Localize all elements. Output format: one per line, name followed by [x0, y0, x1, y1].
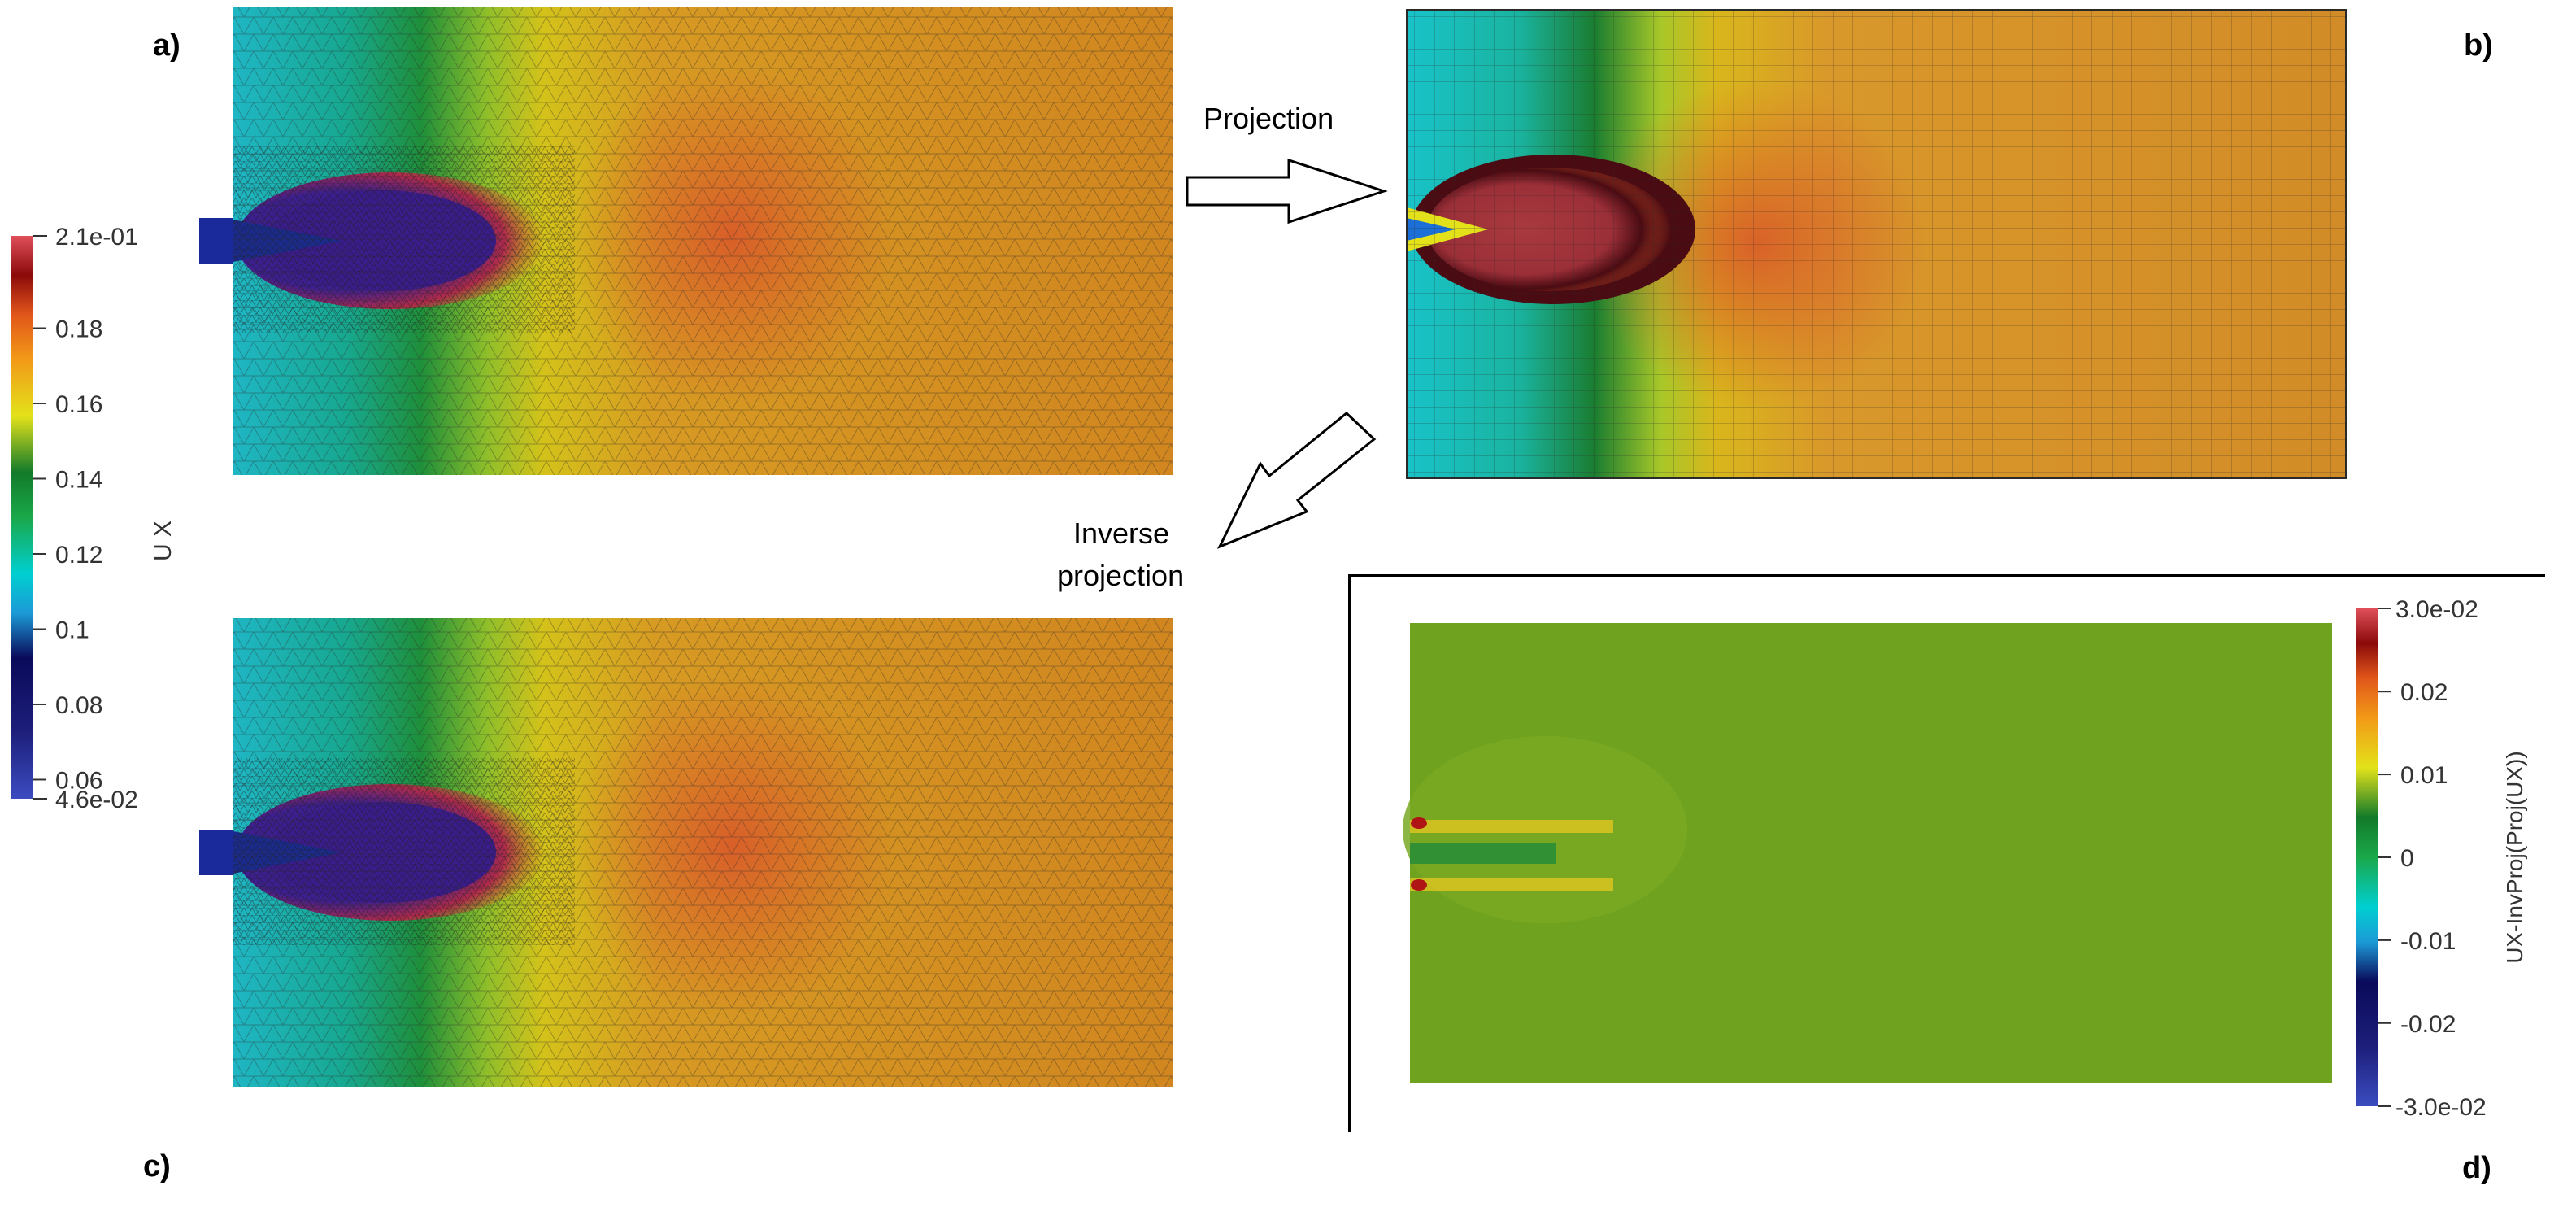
colorbar-diff-title: UX-InvProj(Proj(UX)) [2502, 751, 2527, 963]
colorbar-diff-tick-label: -0.02 [2400, 1011, 2456, 1038]
colorbar-ux-tick-label: 0.14 [55, 466, 102, 493]
inverse-projection-label-line1: Inverse [1073, 516, 1169, 550]
panel-d-band-upper [1410, 820, 1613, 833]
panel-d-band-lower [1410, 878, 1613, 891]
inverse-projection-arrow: Inverse projection [1057, 412, 1377, 592]
projection-arrow: Projection [1186, 102, 1388, 224]
panel-d-frame [1348, 574, 2545, 1132]
panel-b-label: b) [2464, 28, 2493, 63]
panel-c: c) [143, 618, 1173, 1183]
panel-d-band-mid [1410, 843, 1556, 864]
panel-a: a) [153, 7, 1173, 475]
panel-b-mesh [1407, 10, 2346, 478]
panel-d: d) [1348, 574, 2545, 1185]
colorbar-ux-max-label: 2.1e-01 [55, 224, 138, 251]
panel-c-label: c) [143, 1149, 171, 1183]
colorbar-ux-tick-label: 0.12 [55, 542, 102, 569]
colorbar-ux-tick-label: 0.08 [55, 692, 102, 719]
panel-b-border [1406, 9, 2347, 479]
colorbar-ux-ticks: 0.18 0.16 0.14 0.12 0.1 0.08 0.06 [33, 316, 102, 794]
inverse-projection-arrow-shape [1216, 412, 1377, 549]
projection-label: Projection [1203, 102, 1334, 135]
colorbar-ux-tick-label: 0.18 [55, 316, 102, 342]
colorbar-ux-tick-label: 0.1 [55, 617, 89, 643]
panel-d-label: d) [2462, 1151, 2491, 1185]
colorbar-diff-tick-label: 0.01 [2400, 762, 2448, 789]
panel-a-mesh [233, 7, 1173, 475]
panel-d-hotspot-lower [1411, 879, 1427, 891]
inverse-projection-label-line2: projection [1057, 559, 1184, 592]
colorbar-ux-min-label: 4.6e-02 [55, 787, 138, 813]
colorbar-ux: 2.1e-01 4.6e-02 0.180.160.140.120.10.080… [11, 224, 176, 813]
colorbar-diff-tick-label: 0 [2400, 845, 2414, 872]
colorbar-ux-tick-label: 0.06 [55, 767, 102, 794]
colorbar-diff-tick-label: 0.02 [2400, 679, 2448, 706]
panel-d-hotspot-upper [1411, 817, 1427, 829]
colorbar-diff-bar [2356, 608, 2378, 1106]
colorbar-diff-min-label: -3.0e-02 [2395, 1094, 2487, 1121]
panel-a-inlet [199, 218, 233, 264]
colorbar-diff-ticks: 0.02 0.01 0 -0.01 -0.02 [2378, 679, 2456, 1038]
colorbar-diff: 3.0e-02 -3.0e-02 0.02 0.01 0 -0.01 -0.02 UX-… [2356, 596, 2527, 1121]
colorbar-ux-bar [11, 236, 33, 799]
colorbar-diff-max-label: 3.0e-02 [2395, 596, 2478, 623]
panel-b: b) [1406, 9, 2493, 479]
colorbar-diff-tick-label: -0.01 [2400, 928, 2456, 955]
panel-c-mesh [233, 618, 1173, 1087]
colorbar-ux-title: U X [150, 521, 176, 561]
projection-arrow-shape [1186, 158, 1388, 224]
panel-c-inlet [199, 830, 233, 875]
colorbar-ux-tick-label: 0.16 [55, 391, 102, 418]
panel-a-label: a) [153, 28, 181, 63]
